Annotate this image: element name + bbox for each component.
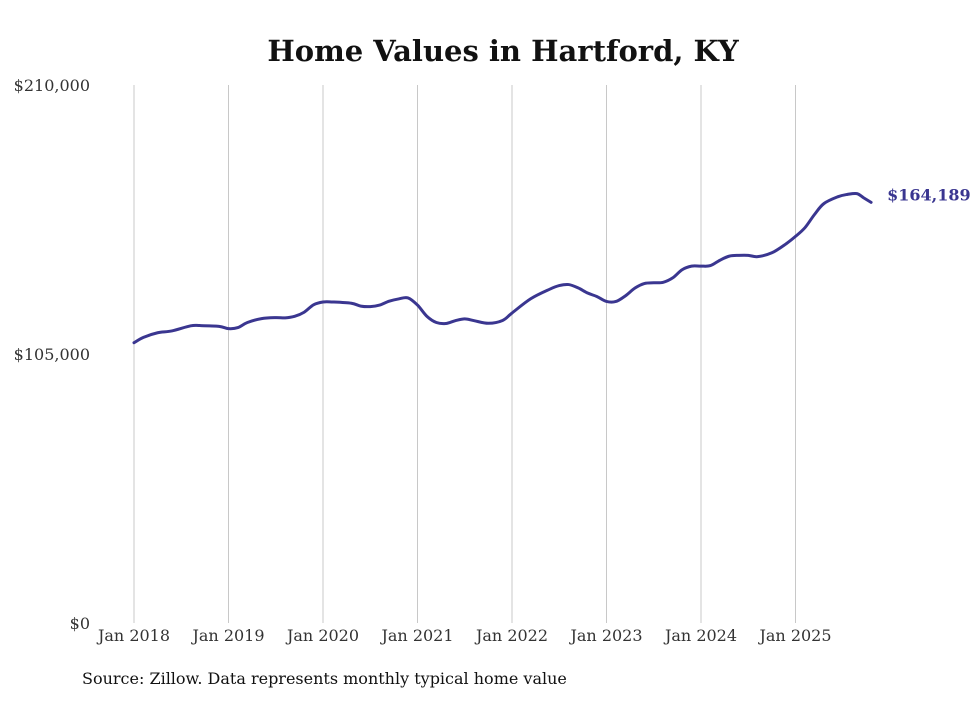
x-tick-label: Jan 2019 <box>190 626 264 645</box>
x-tick-label: Jan 2021 <box>379 626 453 645</box>
gridlines <box>133 85 796 623</box>
series-layer: $164,189 <box>132 185 971 345</box>
y-axis: $0 $105,000 $210,000 <box>14 76 90 633</box>
source-note: Source: Zillow. Data represents monthly … <box>82 669 567 688</box>
x-tick-label: Jan 2024 <box>663 626 737 645</box>
x-tick-label: Jan 2022 <box>474 626 548 645</box>
x-tick-label: Jan 2023 <box>568 626 642 645</box>
x-tick-label: Jan 2025 <box>757 626 831 645</box>
y-tick-label: $105,000 <box>14 345 90 364</box>
x-axis: Jan 2018 Jan 2019 Jan 2020 Jan 2021 Jan 2022… <box>96 626 832 645</box>
y-tick-label: $0 <box>70 614 90 633</box>
y-tick-label: $210,000 <box>14 76 90 95</box>
series-end-value-label: $164,189 <box>887 185 971 204</box>
series-line-home-value <box>132 191 873 345</box>
chart-title: Home Values in Hartford, KY <box>267 34 739 68</box>
x-tick-label: Jan 2020 <box>285 626 359 645</box>
x-tick-label: Jan 2018 <box>96 626 170 645</box>
